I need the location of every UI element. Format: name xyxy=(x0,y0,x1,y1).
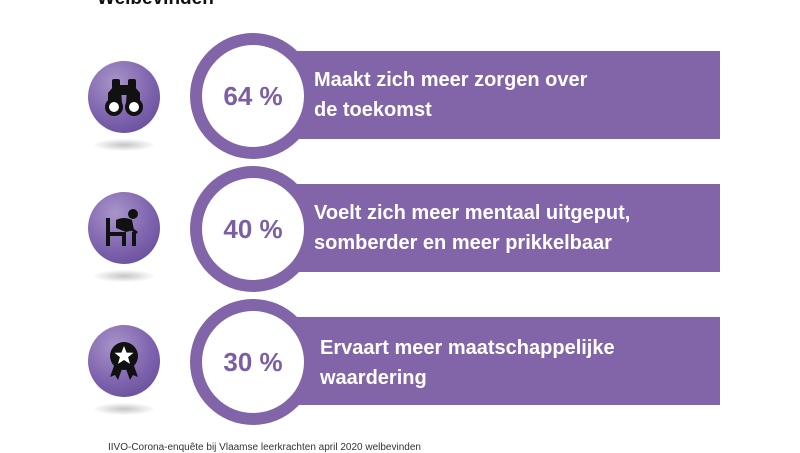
binoculars-icon xyxy=(105,79,143,116)
percent-value: 64 % xyxy=(202,45,304,147)
stat-row: 40 % Voelt zich meer mentaal uitgeput, s… xyxy=(0,160,800,292)
stat-bar xyxy=(250,317,720,405)
stat-text: Voelt zich meer mentaal uitgeput, somber… xyxy=(314,202,631,254)
percent-ring: 64 % xyxy=(190,33,316,159)
stat-bar xyxy=(250,184,720,272)
percent-ring: 40 % xyxy=(190,166,316,292)
icon-badge xyxy=(88,325,160,415)
tired-person-icon xyxy=(106,209,138,246)
stat-bar xyxy=(250,51,720,139)
icon-badge xyxy=(88,61,160,151)
source-footnote: IIVO-Corona-enquête bij Vlaamse leerkrac… xyxy=(108,442,421,453)
stat-text: Maakt zich meer zorgen over de toekomst xyxy=(314,69,588,121)
percent-value: 40 % xyxy=(202,178,304,280)
percent-value: 30 % xyxy=(202,311,304,413)
page-title: Welbevinden xyxy=(97,0,214,10)
stat-row: 64 % Maakt zich meer zorgen over de toek… xyxy=(0,23,800,159)
award-ribbon-icon xyxy=(110,342,138,380)
icon-badge xyxy=(88,192,160,282)
percent-ring: 30 % xyxy=(190,299,316,425)
stat-row: 30 % Ervaart meer maatschappelijke waard… xyxy=(0,297,800,427)
stat-text: Ervaart meer maatschappelijke waardering xyxy=(320,337,615,389)
